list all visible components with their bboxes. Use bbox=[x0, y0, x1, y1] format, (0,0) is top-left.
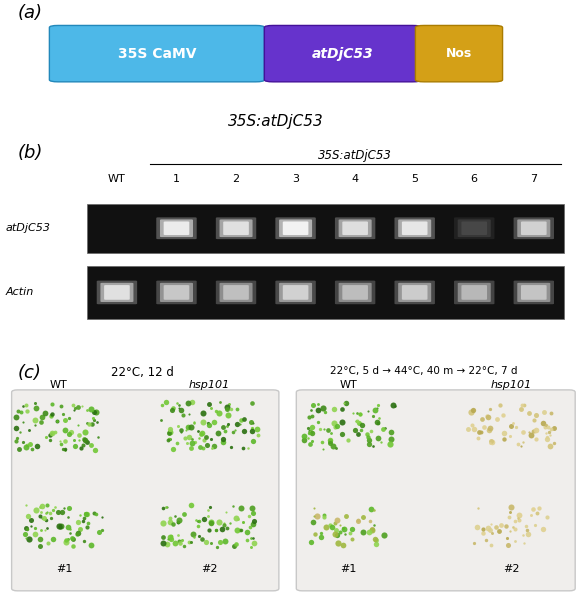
Text: hsp101: hsp101 bbox=[189, 380, 229, 390]
FancyBboxPatch shape bbox=[398, 219, 431, 237]
Bar bbox=[87, 266, 564, 319]
Text: (b): (b) bbox=[17, 144, 43, 162]
FancyBboxPatch shape bbox=[223, 285, 249, 300]
Text: 22°C, 12 d: 22°C, 12 d bbox=[111, 366, 174, 379]
FancyBboxPatch shape bbox=[514, 217, 554, 239]
Text: atDjC53: atDjC53 bbox=[312, 47, 374, 60]
FancyBboxPatch shape bbox=[164, 285, 189, 300]
Text: 35S:atDjC53: 35S:atDjC53 bbox=[228, 114, 324, 129]
FancyBboxPatch shape bbox=[216, 280, 256, 304]
Text: 35S CaMV: 35S CaMV bbox=[117, 47, 196, 60]
FancyBboxPatch shape bbox=[521, 221, 547, 235]
Text: atDjC53: atDjC53 bbox=[6, 223, 51, 233]
FancyBboxPatch shape bbox=[101, 283, 134, 302]
FancyBboxPatch shape bbox=[415, 26, 503, 82]
FancyBboxPatch shape bbox=[458, 219, 491, 237]
Text: WT: WT bbox=[49, 380, 67, 390]
FancyBboxPatch shape bbox=[12, 390, 279, 591]
Text: (c): (c) bbox=[17, 364, 41, 382]
FancyBboxPatch shape bbox=[279, 283, 312, 302]
Text: 4: 4 bbox=[352, 174, 358, 184]
Text: 3: 3 bbox=[292, 174, 299, 184]
FancyBboxPatch shape bbox=[394, 217, 435, 239]
FancyBboxPatch shape bbox=[296, 390, 575, 591]
Text: 2: 2 bbox=[232, 174, 239, 184]
FancyBboxPatch shape bbox=[264, 26, 421, 82]
FancyBboxPatch shape bbox=[517, 283, 550, 302]
Text: Actin: Actin bbox=[6, 288, 34, 297]
FancyBboxPatch shape bbox=[279, 219, 312, 237]
FancyBboxPatch shape bbox=[339, 283, 372, 302]
Text: hsp101: hsp101 bbox=[491, 380, 532, 390]
FancyBboxPatch shape bbox=[339, 219, 372, 237]
FancyBboxPatch shape bbox=[394, 280, 435, 304]
FancyBboxPatch shape bbox=[156, 280, 197, 304]
Text: #2: #2 bbox=[201, 564, 217, 574]
FancyBboxPatch shape bbox=[517, 219, 550, 237]
FancyBboxPatch shape bbox=[461, 221, 487, 235]
FancyBboxPatch shape bbox=[283, 285, 309, 300]
FancyBboxPatch shape bbox=[160, 283, 193, 302]
Text: Nos: Nos bbox=[446, 47, 472, 60]
FancyBboxPatch shape bbox=[514, 280, 554, 304]
FancyBboxPatch shape bbox=[521, 285, 547, 300]
FancyBboxPatch shape bbox=[398, 283, 431, 302]
FancyBboxPatch shape bbox=[275, 217, 316, 239]
FancyBboxPatch shape bbox=[454, 217, 494, 239]
Text: #2: #2 bbox=[503, 564, 519, 574]
FancyBboxPatch shape bbox=[223, 221, 249, 235]
Text: 7: 7 bbox=[530, 174, 537, 184]
Bar bbox=[87, 204, 564, 252]
Text: 22°C, 5 d → 44°C, 40 m → 22°C, 7 d: 22°C, 5 d → 44°C, 40 m → 22°C, 7 d bbox=[331, 366, 518, 376]
FancyBboxPatch shape bbox=[342, 221, 368, 235]
FancyBboxPatch shape bbox=[96, 280, 137, 304]
FancyBboxPatch shape bbox=[335, 280, 375, 304]
FancyBboxPatch shape bbox=[160, 219, 193, 237]
Text: #1: #1 bbox=[340, 564, 357, 574]
FancyBboxPatch shape bbox=[335, 217, 375, 239]
FancyBboxPatch shape bbox=[458, 283, 491, 302]
Text: 6: 6 bbox=[471, 174, 478, 184]
FancyBboxPatch shape bbox=[275, 280, 316, 304]
Text: 1: 1 bbox=[173, 174, 180, 184]
FancyBboxPatch shape bbox=[342, 285, 368, 300]
Text: WT: WT bbox=[340, 380, 357, 390]
FancyBboxPatch shape bbox=[461, 285, 487, 300]
Text: WT: WT bbox=[108, 174, 126, 184]
Text: #1: #1 bbox=[56, 564, 72, 574]
FancyBboxPatch shape bbox=[156, 217, 197, 239]
FancyBboxPatch shape bbox=[104, 285, 130, 300]
FancyBboxPatch shape bbox=[220, 219, 253, 237]
FancyBboxPatch shape bbox=[216, 217, 256, 239]
FancyBboxPatch shape bbox=[49, 26, 264, 82]
FancyBboxPatch shape bbox=[164, 221, 189, 235]
FancyBboxPatch shape bbox=[402, 285, 428, 300]
FancyBboxPatch shape bbox=[220, 283, 253, 302]
FancyBboxPatch shape bbox=[283, 221, 309, 235]
FancyBboxPatch shape bbox=[454, 280, 494, 304]
Text: 5: 5 bbox=[411, 174, 418, 184]
Text: (a): (a) bbox=[17, 4, 42, 22]
FancyBboxPatch shape bbox=[402, 221, 428, 235]
Text: 35S:atDjC53: 35S:atDjC53 bbox=[318, 149, 392, 162]
